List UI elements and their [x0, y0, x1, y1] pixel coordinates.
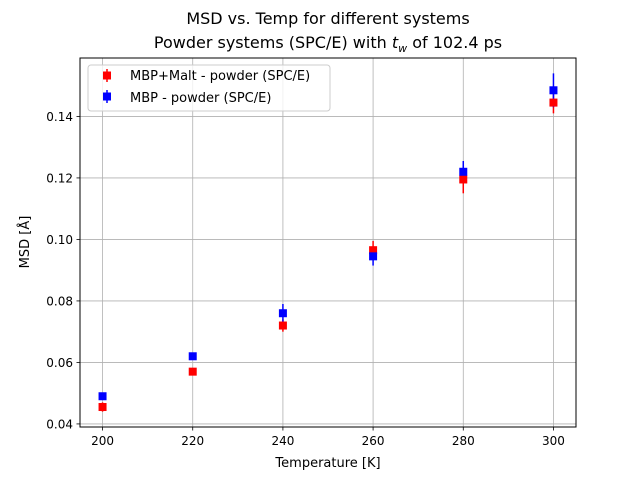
x-tick-label: 260 [362, 434, 385, 448]
x-tick-label: 240 [271, 434, 294, 448]
data-point-s1 [98, 392, 107, 401]
legend-label-0: MBP+Malt - powder (SPC/E) [130, 69, 310, 84]
title-line2-prefix: Powder systems (SPC/E) with [154, 33, 392, 52]
x-axis-label: Temperature [K] [274, 456, 380, 471]
legend: MBP+Malt - powder (SPC/E) MBP - powder (… [87, 64, 331, 112]
legend-box [87, 64, 331, 112]
y-axis-label: MSD [Å] [17, 216, 33, 269]
data-point-s1 [549, 86, 558, 95]
title-line2-var: t [392, 33, 399, 52]
data-point-s1 [459, 167, 468, 176]
data-point-s0 [549, 98, 558, 107]
data-point-s0 [459, 175, 468, 184]
data-point-s0 [369, 246, 378, 255]
legend-label-1: MBP - powder (SPC/E) [130, 91, 271, 106]
data-point-s1 [369, 252, 378, 261]
data-point-s0 [278, 321, 287, 330]
data-point-s1 [188, 352, 197, 361]
data-point-s0 [98, 403, 107, 412]
legend-marker-0 [103, 71, 111, 80]
data-markers [98, 86, 558, 412]
y-tick-label: 0.10 [46, 233, 73, 247]
y-tick-label: 0.14 [46, 110, 73, 124]
x-tick-label: 280 [452, 434, 475, 448]
title-line2-suffix: of 102.4 ps [407, 33, 502, 52]
axis-ticks: 200 220 240 260 280 300 0.04 0.06 0.08 0.10 0.12 0.… [46, 110, 565, 448]
data-point-s1 [278, 309, 287, 318]
y-tick-label: 0.12 [46, 171, 73, 185]
x-tick-label: 220 [181, 434, 204, 448]
y-tick-label: 0.06 [46, 356, 73, 370]
error-bars [101, 73, 555, 412]
data-point-s0 [188, 367, 197, 376]
chart-title-line1: MSD vs. Temp for different systems [186, 9, 469, 28]
plot-frame [79, 57, 577, 428]
y-tick-label: 0.04 [46, 417, 73, 431]
chart-title-line2: Powder systems (SPC/E) with tw of 102.4 … [154, 33, 502, 55]
grid [80, 58, 576, 427]
x-tick-label: 200 [91, 434, 114, 448]
legend-marker-1 [103, 92, 111, 101]
title-line2-sub: w [398, 42, 407, 55]
x-tick-label: 300 [542, 434, 565, 448]
y-tick-label: 0.08 [46, 294, 73, 308]
